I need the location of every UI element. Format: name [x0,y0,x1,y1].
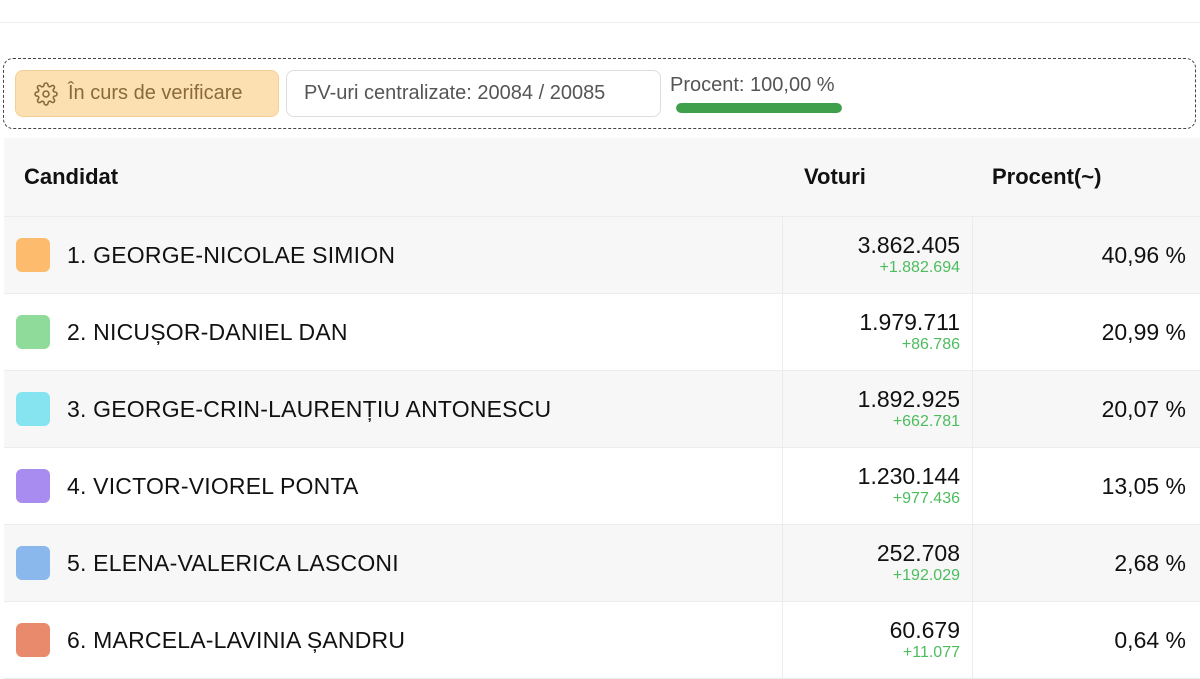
verification-status-button[interactable]: În curs de verificare [15,70,279,117]
top-divider [0,22,1200,23]
votes-value: 60.679 [889,617,960,643]
percent-cell: 0,64 % [973,602,1200,678]
percent-value: 0,64 % [1114,626,1186,653]
candidate-cell: 3. GEORGE-CRIN-LAURENȚIU ANTONESCU [4,371,783,447]
procent-block: Procent: 100,00 % [670,73,860,113]
table-row: 1. GEORGE-NICOLAE SIMION 3.862.405 +1.88… [4,217,1200,294]
gear-icon [34,81,58,106]
percent-value: 20,07 % [1101,395,1186,422]
candidate-name: 5. ELENA-VALERICA LASCONI [67,549,399,576]
percent-value: 20,99 % [1101,318,1186,345]
verification-status-label: În curs de verificare [68,82,243,104]
votes-delta: +1.882.694 [879,259,960,276]
candidate-color-swatch [16,238,50,272]
percent-cell: 2,68 % [973,525,1200,601]
percent-value: 40,96 % [1101,241,1186,268]
candidate-name: 6. MARCELA-LAVINIA ȘANDRU [67,626,406,653]
percent-value: 2,68 % [1114,549,1186,576]
candidate-color-swatch [16,623,50,657]
status-bar: În curs de verificare PV-uri centralizat… [3,58,1196,129]
candidate-color-swatch [16,546,50,580]
candidate-color-swatch [16,392,50,426]
percent-cell: 20,99 % [973,294,1200,370]
percent-cell: 13,05 % [973,448,1200,524]
votes-value: 252.708 [876,540,960,566]
percent-value: 13,05 % [1101,472,1186,499]
candidate-color-swatch [16,315,50,349]
pv-counter: PV-uri centralizate: 20084 / 20085 [286,70,661,117]
pv-counter-label: PV-uri centralizate: 20084 / 20085 [304,82,606,104]
candidate-cell: 1. GEORGE-NICOLAE SIMION [4,217,783,293]
votes-delta: +977.436 [892,490,960,507]
votes-delta: +11.077 [902,644,960,661]
votes-cell: 60.679 +11.077 [783,602,973,678]
candidate-cell: 6. MARCELA-LAVINIA ȘANDRU [4,602,783,678]
candidate-cell: 2. NICUȘOR-DANIEL DAN [4,294,783,370]
votes-delta: +662.781 [892,413,960,430]
table-row: 5. ELENA-VALERICA LASCONI 252.708 +192.0… [4,525,1200,602]
table-row: 3. GEORGE-CRIN-LAURENȚIU ANTONESCU 1.892… [4,371,1200,448]
percent-cell: 40,96 % [973,217,1200,293]
candidate-name: 3. GEORGE-CRIN-LAURENȚIU ANTONESCU [67,395,552,422]
votes-value: 3.862.405 [857,232,960,258]
votes-value: 1.230.144 [857,463,960,489]
votes-value: 1.892.925 [857,386,960,412]
table-row: 2. NICUȘOR-DANIEL DAN 1.979.711 +86.786 … [4,294,1200,371]
candidate-color-swatch [16,469,50,503]
candidate-cell: 4. VICTOR-VIOREL PONTA [4,448,783,524]
votes-delta: +192.029 [892,567,960,584]
progress-bar [676,103,842,113]
table-header: Candidat Voturi Procent(~) [4,138,1200,217]
column-header-voturi[interactable]: Voturi [804,164,866,189]
votes-cell: 252.708 +192.029 [783,525,973,601]
procent-label: Procent: 100,00 % [670,74,835,96]
votes-cell: 1.979.711 +86.786 [783,294,973,370]
candidate-name: 4. VICTOR-VIOREL PONTA [67,472,359,499]
candidate-cell: 5. ELENA-VALERICA LASCONI [4,525,783,601]
candidate-name: 1. GEORGE-NICOLAE SIMION [67,241,396,268]
progress-fill [676,103,842,113]
votes-cell: 1.230.144 +977.436 [783,448,973,524]
votes-delta: +86.786 [901,336,960,353]
table-row: 6. MARCELA-LAVINIA ȘANDRU 60.679 +11.077… [4,602,1200,679]
column-header-candidat[interactable]: Candidat [24,164,119,189]
votes-cell: 1.892.925 +662.781 [783,371,973,447]
votes-value: 1.979.711 [859,309,960,335]
candidate-name: 2. NICUȘOR-DANIEL DAN [67,318,348,345]
votes-cell: 3.862.405 +1.882.694 [783,217,973,293]
percent-cell: 20,07 % [973,371,1200,447]
column-header-procent[interactable]: Procent(~) [992,164,1102,189]
results-table: Candidat Voturi Procent(~) 1. GEORGE-NIC… [4,138,1200,679]
table-row: 4. VICTOR-VIOREL PONTA 1.230.144 +977.43… [4,448,1200,525]
